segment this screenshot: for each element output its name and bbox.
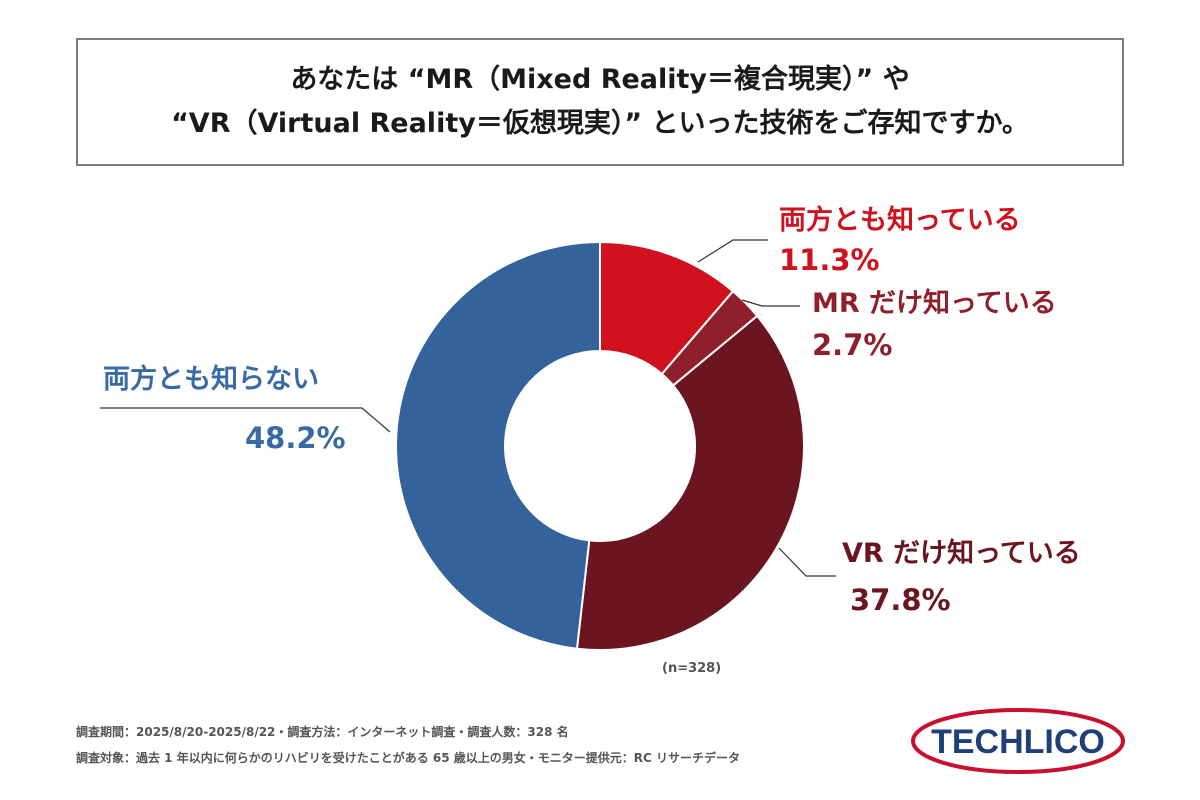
slice-vr-only xyxy=(575,314,805,651)
label-mr-only: MR だけ知っている xyxy=(812,288,1057,319)
sample-size-label: (n=328) xyxy=(662,661,722,676)
techlico-logo: TECHLICO xyxy=(911,708,1125,774)
logo-text: TECHLICO xyxy=(931,723,1105,761)
slice-neither-know xyxy=(394,240,601,650)
label-mr-only-percent: 2.7% xyxy=(812,328,893,362)
label-both-know-percent: 11.3% xyxy=(779,243,880,277)
label-both-know: 両方とも知っている xyxy=(779,205,1021,236)
label-vr-only: VR だけ知っている xyxy=(842,538,1081,569)
title-line-2: “VR（Virtual Reality＝仮想現実）” といった技術をご存知ですか… xyxy=(171,108,1029,139)
logo-ring xyxy=(911,708,1125,774)
label-neither-know: 両方とも知らない xyxy=(103,364,319,395)
label-neither-know-percent: 48.2% xyxy=(245,421,346,455)
title-line-1: あなたは “MR（Mixed Reality＝複合現実）” や xyxy=(290,64,910,95)
leader-neither-know xyxy=(100,407,391,433)
footer-survey-target: 調査対象：過去 1 年以内に何らかのリハビリを受けたことがある 65 歳以上の男… xyxy=(76,751,740,765)
label-vr-only-percent: 37.8% xyxy=(850,583,951,617)
leader-mr-only xyxy=(741,299,800,307)
title-box: あなたは “MR（Mixed Reality＝複合現実）” や “VR（Virt… xyxy=(76,38,1124,166)
leader-vr-only xyxy=(778,547,836,577)
leader-both-know xyxy=(697,239,768,263)
footer-survey-period: 調査期間：2025/8/20-2025/8/22・調査方法：インターネット調査・… xyxy=(76,725,569,739)
